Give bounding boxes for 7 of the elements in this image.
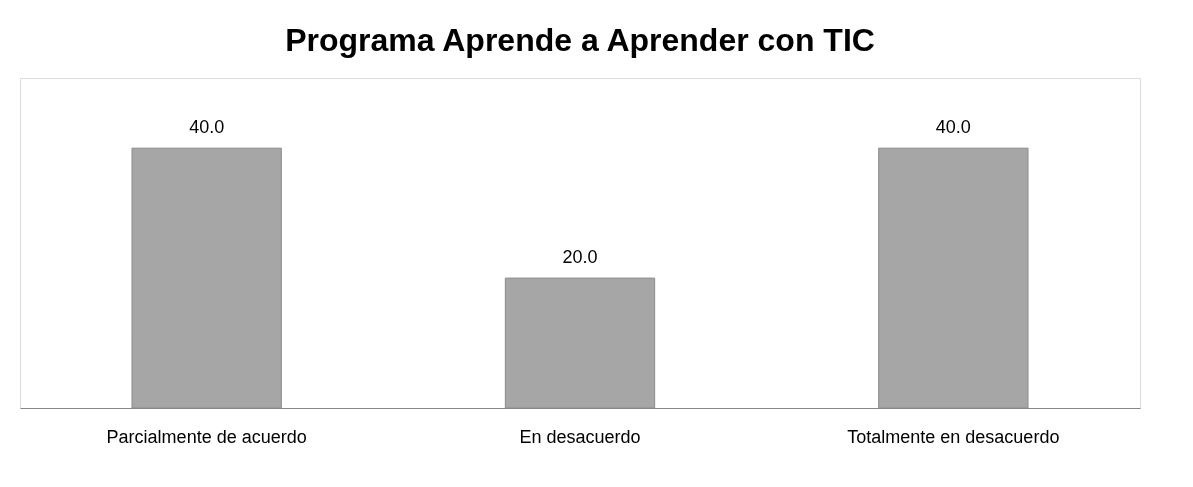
x-tick-label: Totalmente en desacuerdo (847, 426, 1060, 447)
data-label: 40.0 (935, 117, 971, 138)
data-label: 40.0 (189, 117, 225, 138)
chart-title: Programa Aprende a Aprender con TIC (285, 22, 875, 58)
data-label: 20.0 (562, 247, 598, 268)
x-tick-label: En desacuerdo (519, 426, 641, 447)
x-tick-label: Parcialmente de acuerdo (106, 426, 307, 447)
